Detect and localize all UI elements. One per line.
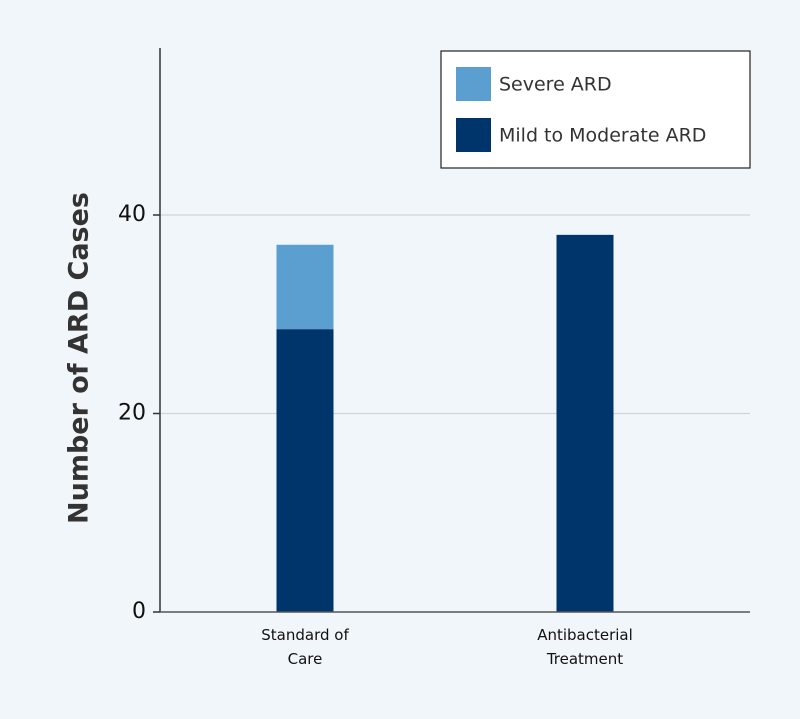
x-tick-label: Antibacterial	[537, 626, 633, 644]
legend-label: Severe ARD	[499, 74, 612, 96]
y-ticks: 0 20 40	[118, 202, 160, 624]
bar-segment	[276, 329, 334, 612]
y-tick-label: 0	[132, 599, 146, 624]
x-tick-label: Treatment	[546, 650, 623, 668]
y-axis-label: Number of ARD Cases	[64, 192, 95, 524]
x-tick-label: Care	[288, 650, 323, 668]
legend-swatch	[456, 118, 491, 152]
legend: Severe ARD Mild to Moderate ARD	[440, 50, 751, 169]
y-tick-label: 40	[118, 202, 146, 227]
y-tick-label: 20	[118, 401, 146, 426]
bar-segment	[276, 244, 334, 330]
x-tick-label: Standard of	[261, 626, 349, 644]
legend-swatch	[456, 67, 491, 101]
bars	[276, 234, 614, 612]
legend-label: Mild to Moderate ARD	[499, 125, 706, 147]
bar-segment	[556, 234, 614, 612]
legend-box	[440, 50, 751, 169]
x-ticks: Standard of Care Antibacterial Treatment	[261, 626, 633, 668]
gridlines	[160, 214, 750, 415]
